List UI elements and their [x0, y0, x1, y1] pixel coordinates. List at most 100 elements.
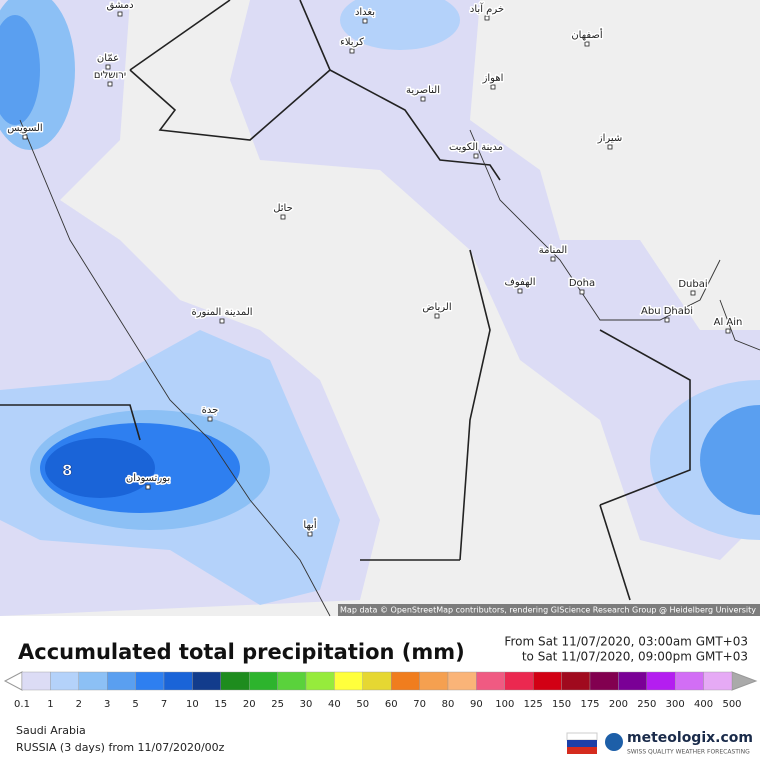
colorbar-segment	[589, 671, 619, 691]
colorbar-segment	[391, 671, 420, 691]
city-marker	[219, 318, 225, 324]
city-label: أصفهان	[571, 28, 603, 41]
city-label: جدة	[202, 405, 219, 416]
colorbar-tick-label: 100	[495, 699, 514, 710]
city-label: مدينة الكويت	[449, 142, 503, 153]
colorbar-segment	[675, 671, 704, 691]
city-marker	[490, 84, 496, 90]
precip-area	[0, 15, 40, 125]
colorbar-tick-label: 70	[413, 699, 426, 710]
time-to: to Sat 11/07/2020, 09:00pm GMT+03	[522, 650, 748, 664]
city-marker	[484, 15, 490, 21]
colorbar-tick-label: 2	[76, 699, 82, 710]
city-marker	[145, 484, 151, 490]
coastlines	[19, 119, 760, 617]
city-marker	[307, 531, 313, 537]
colorbar-segment	[504, 671, 534, 691]
colorbar-tick-label: 80	[442, 699, 455, 710]
attribution-background	[338, 604, 760, 616]
brand-tagline: SWISS QUALITY WEATHER FORECASTING	[627, 749, 750, 756]
colorbar-segment	[561, 671, 591, 691]
city-marker	[22, 134, 28, 140]
colorbar-segment	[106, 671, 136, 691]
city-label: Doha	[569, 278, 595, 289]
city-label: كربلاء	[340, 37, 364, 48]
colorbar-tick-label: 500	[722, 699, 741, 710]
city-marker	[117, 11, 123, 17]
attribution: Map data © OpenStreetMap contributors, r…	[340, 606, 756, 615]
city-marker	[280, 214, 286, 220]
city-marker	[207, 416, 213, 422]
city-label: أبها	[303, 518, 316, 531]
city-label: شيراز	[597, 133, 623, 144]
city-marker	[664, 317, 670, 323]
colorbar-segment	[277, 671, 307, 691]
legend-title: Accumulated total precipitation (mm)	[18, 640, 465, 664]
colorbar: 0.1 1 2 3 5 7 10 15 20 25 30 40 50 60 70 80 90 100 125 150 1…	[3, 671, 758, 710]
city-marker	[434, 313, 440, 319]
city-label: بورتسودان	[126, 473, 170, 484]
colorbar-tick-label: 15	[214, 699, 227, 710]
city-label: دمشق	[106, 0, 133, 11]
colorbar-segment	[419, 671, 449, 691]
colorbar-segment	[305, 671, 335, 691]
colorbar-segment	[476, 671, 505, 691]
city-label: Dubai	[678, 279, 707, 290]
borders	[0, 0, 691, 601]
colorbar-segment	[21, 671, 51, 691]
city-marker	[517, 288, 523, 294]
colorbar-segment	[192, 671, 221, 691]
colorbar-arrow-low	[3, 671, 23, 691]
colorbar-tick-label: 1	[47, 699, 53, 710]
colorbar-segment	[78, 671, 108, 691]
colorbar-tick-label: 30	[300, 699, 313, 710]
flag	[566, 732, 598, 754]
city-marker	[420, 96, 426, 102]
colorbar-tick-label: 50	[356, 699, 369, 710]
brand-logo	[605, 733, 623, 751]
city-marker	[362, 18, 368, 24]
precip-area	[700, 405, 760, 515]
city-label: Abu Dhabi	[641, 306, 693, 317]
colorbar-segment	[334, 671, 363, 691]
city-marker	[584, 41, 590, 47]
city-marker	[725, 328, 731, 334]
colorbar-segment	[163, 671, 193, 691]
colorbar-tick-label: 0.1	[14, 699, 30, 710]
colorbar-segment	[447, 671, 477, 691]
city-marker	[550, 256, 556, 262]
city-marker	[473, 153, 479, 159]
colorbar-tick-label: 125	[524, 699, 543, 710]
city-label: Al Ain	[714, 317, 743, 328]
city-marker	[607, 144, 613, 150]
city-marker	[579, 289, 585, 295]
colorbar-tick-label: 25	[271, 699, 284, 710]
map: دمشق بغداد خرم آباد عمّان ירושלים كربلاء أصفها…	[0, 0, 760, 617]
colorbar-segment	[533, 671, 562, 691]
city-marker	[690, 290, 696, 296]
colorbar-tick-label: 400	[694, 699, 713, 710]
colorbar-tick-label: 7	[161, 699, 167, 710]
city-marker	[349, 48, 355, 54]
colorbar-segment	[618, 671, 648, 691]
city-label: بغداد	[355, 7, 375, 18]
city-label: خرم آباد	[470, 2, 504, 15]
colorbar-tick-label: 200	[609, 699, 628, 710]
colorbar-tick-label: 3	[104, 699, 110, 710]
city-label: الناصرية	[406, 85, 440, 96]
colorbar-tick-label: 5	[132, 699, 138, 710]
city-label: الرياض	[422, 302, 451, 313]
city-label: المنامة	[539, 245, 567, 256]
city-label: الهفوف	[504, 277, 535, 288]
precip-area	[45, 438, 155, 498]
colorbar-arrow-high	[731, 671, 758, 691]
colorbar-tick-label: 250	[637, 699, 656, 710]
colorbar-tick-label: 90	[470, 699, 483, 710]
colorbar-segment	[248, 671, 278, 691]
city-label: السويس	[7, 123, 42, 134]
city-label: اهواز	[482, 73, 504, 84]
model-run: RUSSIA (3 days) from 11/07/2020/00z	[16, 741, 225, 754]
brand[interactable]: meteologix.com	[627, 730, 753, 746]
colorbar-segment	[703, 671, 733, 691]
colorbar-tick-label: 150	[552, 699, 571, 710]
